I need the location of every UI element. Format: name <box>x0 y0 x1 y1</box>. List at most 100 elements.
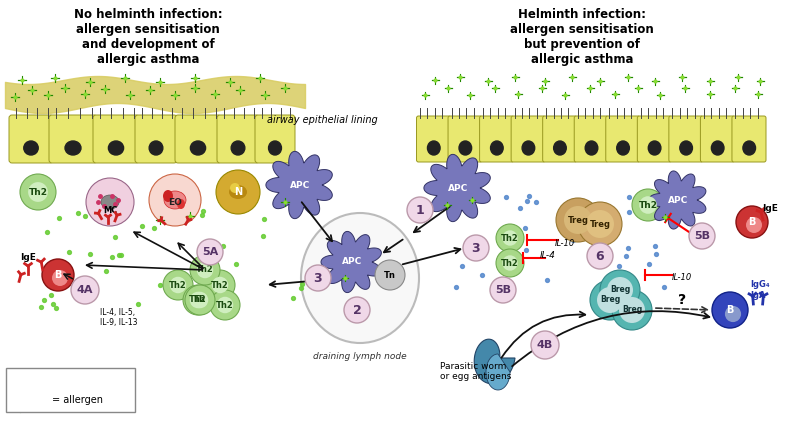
Text: IgE: IgE <box>20 253 36 262</box>
Text: Treg: Treg <box>567 216 589 225</box>
Ellipse shape <box>301 213 419 343</box>
Polygon shape <box>474 339 515 384</box>
FancyBboxPatch shape <box>417 116 450 162</box>
Ellipse shape <box>190 141 206 155</box>
FancyBboxPatch shape <box>135 115 177 163</box>
Circle shape <box>183 285 213 315</box>
Text: IL-4: IL-4 <box>540 250 556 259</box>
Text: 1: 1 <box>416 203 424 217</box>
Polygon shape <box>424 155 490 222</box>
Text: Th: Th <box>194 295 206 304</box>
Circle shape <box>587 243 613 269</box>
Text: 4B: 4B <box>537 340 553 350</box>
Ellipse shape <box>522 141 534 155</box>
Text: APC: APC <box>668 196 688 205</box>
Ellipse shape <box>231 141 245 155</box>
FancyBboxPatch shape <box>669 116 703 162</box>
Circle shape <box>375 260 405 290</box>
Text: Th2: Th2 <box>501 234 519 243</box>
Circle shape <box>305 265 331 291</box>
Ellipse shape <box>459 141 472 155</box>
FancyBboxPatch shape <box>49 115 97 163</box>
Text: Th2: Th2 <box>638 200 658 209</box>
Text: 6: 6 <box>596 250 604 262</box>
Circle shape <box>42 259 74 291</box>
Text: APC: APC <box>290 181 310 190</box>
Circle shape <box>211 277 228 293</box>
Text: Th2: Th2 <box>28 187 47 196</box>
Circle shape <box>170 277 186 293</box>
Circle shape <box>564 206 592 234</box>
Ellipse shape <box>428 141 440 155</box>
Ellipse shape <box>230 183 240 193</box>
Circle shape <box>597 287 623 313</box>
Circle shape <box>502 255 518 270</box>
Text: 2: 2 <box>353 303 362 316</box>
Ellipse shape <box>743 141 755 155</box>
Text: IL-4, IL-5,
IL-9, IL-13: IL-4, IL-5, IL-9, IL-13 <box>100 308 138 327</box>
Circle shape <box>725 306 741 322</box>
Text: 4A: 4A <box>77 285 94 295</box>
Text: airway epithelial lining: airway epithelial lining <box>267 115 378 125</box>
Text: Tn: Tn <box>384 270 396 279</box>
Circle shape <box>28 182 48 202</box>
Text: Th2: Th2 <box>169 280 187 289</box>
Ellipse shape <box>490 141 503 155</box>
Circle shape <box>205 270 235 300</box>
Ellipse shape <box>229 185 247 199</box>
Circle shape <box>639 196 657 214</box>
FancyBboxPatch shape <box>175 115 221 163</box>
Text: Th2: Th2 <box>211 280 229 289</box>
FancyBboxPatch shape <box>9 115 53 163</box>
FancyBboxPatch shape <box>511 116 545 162</box>
Polygon shape <box>321 232 381 293</box>
Circle shape <box>578 202 622 246</box>
Ellipse shape <box>553 141 566 155</box>
Text: APC: APC <box>342 258 362 267</box>
Circle shape <box>149 174 201 226</box>
Circle shape <box>556 198 600 242</box>
Circle shape <box>502 230 518 246</box>
Circle shape <box>600 270 640 310</box>
FancyBboxPatch shape <box>448 116 482 162</box>
Circle shape <box>189 292 206 308</box>
FancyBboxPatch shape <box>479 116 513 162</box>
Circle shape <box>490 277 516 303</box>
Circle shape <box>196 262 213 278</box>
Circle shape <box>590 280 630 320</box>
FancyBboxPatch shape <box>255 115 295 163</box>
Circle shape <box>86 178 134 226</box>
Circle shape <box>217 297 233 313</box>
Circle shape <box>71 276 99 304</box>
Circle shape <box>163 270 193 300</box>
Circle shape <box>192 292 208 308</box>
Text: Breg: Breg <box>610 285 630 294</box>
Circle shape <box>689 223 715 249</box>
FancyBboxPatch shape <box>700 116 734 162</box>
FancyBboxPatch shape <box>542 116 577 162</box>
Ellipse shape <box>163 190 173 202</box>
FancyBboxPatch shape <box>637 116 671 162</box>
Ellipse shape <box>177 199 185 209</box>
Ellipse shape <box>269 141 281 155</box>
Text: IgE: IgE <box>762 203 778 212</box>
FancyBboxPatch shape <box>732 116 766 162</box>
Text: IL-10: IL-10 <box>555 238 575 247</box>
Ellipse shape <box>164 191 186 209</box>
Text: MC: MC <box>103 205 117 214</box>
Circle shape <box>185 285 215 315</box>
Circle shape <box>216 170 260 214</box>
Text: Th2: Th2 <box>196 265 214 274</box>
Text: B: B <box>54 270 61 280</box>
Ellipse shape <box>648 141 661 155</box>
Circle shape <box>190 255 220 285</box>
Circle shape <box>463 235 489 261</box>
Text: APC: APC <box>448 184 468 193</box>
Circle shape <box>632 189 664 221</box>
Circle shape <box>496 224 524 252</box>
Text: Breg: Breg <box>622 306 642 315</box>
Circle shape <box>736 206 768 238</box>
Text: 5B: 5B <box>694 231 710 241</box>
Text: B: B <box>726 305 733 315</box>
Text: IgG₄
IgA: IgG₄ IgA <box>750 280 769 300</box>
